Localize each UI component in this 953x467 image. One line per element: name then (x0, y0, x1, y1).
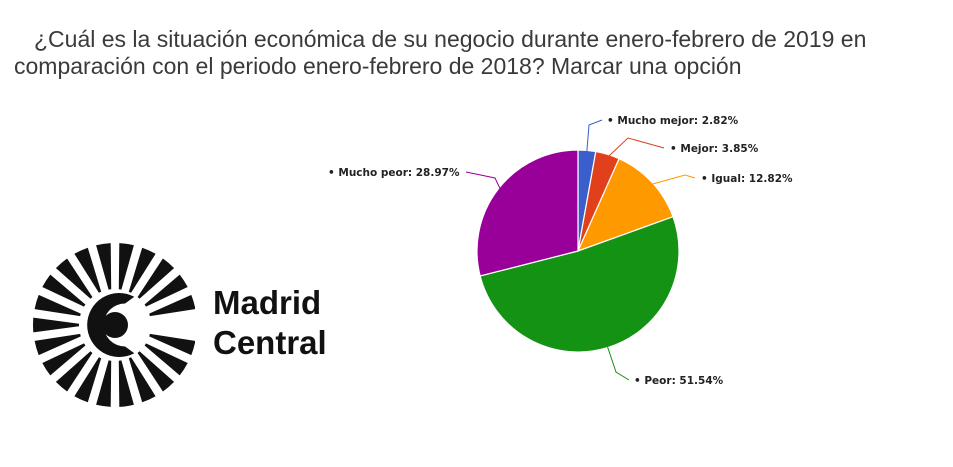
leader-line-mejor (606, 137, 665, 159)
leader-line-mucho-mejor (586, 119, 603, 155)
logo-ray (32, 317, 79, 333)
slice-label-mucho-peor: • Mucho peor: 28.97% (328, 167, 460, 179)
logo-ray (128, 357, 156, 403)
slice-label-igual: • Igual: 12.82% (701, 173, 793, 185)
logo-ray (42, 274, 86, 307)
logo-ray (128, 247, 156, 293)
logo-rays (32, 243, 195, 407)
madrid-central-logo-icon (32, 243, 195, 407)
logo-center-dot (102, 312, 128, 338)
chart-title-line-2: comparación con el periodo enero-febrero… (14, 53, 742, 79)
logo-ray (55, 258, 93, 299)
pie-slice-igual (576, 157, 674, 253)
brand-name-line-2: Central (213, 324, 327, 361)
logo-ray (74, 357, 102, 403)
leader-line-mucho-peor (465, 171, 502, 192)
logo-ray (149, 294, 195, 317)
pie-slice-mucho-peor (476, 149, 579, 277)
slice-label-mucho-mejor: • Mucho mejor: 2.82% (607, 115, 739, 127)
logo-ray (55, 351, 93, 392)
logo-ray (34, 294, 81, 317)
logo-ray (34, 333, 81, 356)
logo-ray (42, 343, 86, 376)
brand-name: Madrid Central (213, 283, 327, 363)
logo-ray (137, 258, 175, 299)
leader-line-igual (648, 174, 696, 186)
logo-ray (144, 343, 188, 376)
logo-ray (144, 274, 188, 307)
logo-ray (118, 360, 134, 407)
logo-ray (96, 360, 112, 407)
brand-name-line-1: Madrid (213, 284, 322, 321)
slice-label-peor: • Peor: 51.54% (634, 375, 724, 387)
logo-ray (96, 243, 112, 290)
logo-c-ring (87, 293, 135, 357)
logo-ray (74, 247, 102, 293)
chart-title: ¿Cuál es la situación económica de su ne… (14, 26, 949, 80)
leader-line-peor (606, 343, 630, 381)
logo-ray (137, 351, 175, 392)
logo-ray (149, 333, 195, 356)
logo-ray (118, 243, 134, 290)
chart-title-line-1: ¿Cuál es la situación económica de su ne… (34, 26, 867, 52)
slice-label-mejor: • Mejor: 3.85% (670, 143, 759, 155)
